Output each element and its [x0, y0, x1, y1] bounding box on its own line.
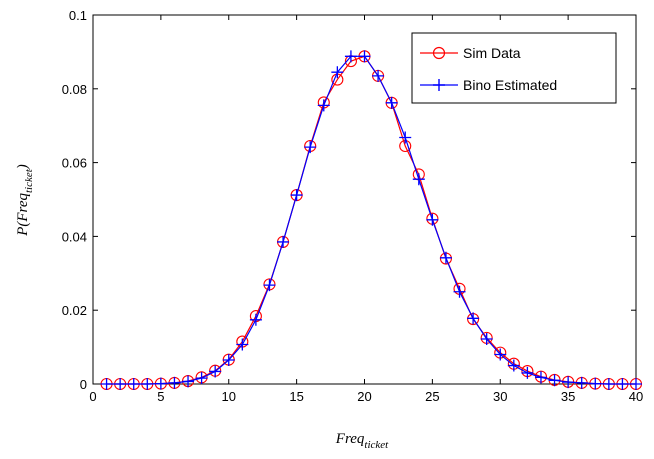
data-point-bino-estimated [534, 371, 547, 384]
data-point-bino-estimated [630, 378, 642, 390]
legend-label-sim-data: Sim Data [463, 45, 521, 61]
x-tick-label: 35 [561, 389, 575, 404]
axis-labels: Freqticket P(Freqticket) [15, 164, 389, 451]
x-tick-label: 5 [157, 389, 164, 404]
data-point-bino-estimated [494, 348, 507, 361]
data-point-bino-estimated [195, 372, 208, 385]
data-point-bino-estimated [467, 312, 480, 325]
x-axis-label-base: Freq [335, 431, 365, 447]
x-axis-label: Freqticket [335, 431, 389, 451]
axis-ticks: 0 5 10 15 20 25 30 35 40 0 0.02 0.04 0.06 0.08 0.1 [62, 8, 644, 404]
y-tick-label: 0.1 [69, 8, 87, 23]
x-tick-label: 10 [222, 389, 236, 404]
y-tick-label: 0.02 [62, 303, 87, 318]
y-tick-label: 0.08 [62, 82, 87, 97]
legend-marker-bino-estimated [433, 79, 445, 91]
data-point-bino-estimated [521, 366, 534, 379]
data-point-bino-estimated [385, 96, 398, 109]
data-point-bino-estimated [602, 378, 615, 390]
series-line-bino-estimated [106, 55, 636, 385]
data-point-bino-estimated [412, 173, 425, 186]
data-point-bino-estimated [127, 378, 140, 390]
plot-series [100, 50, 643, 391]
data-point-bino-estimated [331, 66, 344, 79]
y-axis-label-prefix: P( [15, 221, 31, 237]
data-point-bino-estimated [372, 69, 385, 82]
x-tick-label: 40 [629, 389, 643, 404]
x-tick-label: 20 [357, 389, 371, 404]
data-point-bino-estimated [507, 359, 520, 372]
data-point-bino-estimated [575, 376, 588, 389]
series-bino-estimated [100, 50, 642, 390]
x-tick-label: 30 [493, 389, 507, 404]
y-tick-label: 0 [80, 377, 87, 392]
legend: Sim Data Bino Estimated [411, 32, 617, 104]
data-point-bino-estimated [114, 378, 127, 390]
data-point-bino-estimated [290, 189, 303, 202]
y-axis-label: P(Freqticket) [15, 164, 35, 237]
data-point-bino-estimated [182, 375, 195, 388]
data-point-bino-estimated [154, 377, 167, 390]
data-point-bino-estimated [141, 378, 154, 390]
x-tick-label: 0 [89, 389, 96, 404]
y-axis-label-base: Freq [15, 193, 31, 223]
data-point-bino-estimated [277, 235, 290, 248]
x-axis-label-sub: ticket [364, 439, 389, 451]
data-point-bino-estimated [439, 251, 452, 264]
data-point-bino-estimated [589, 377, 602, 390]
data-point-bino-estimated [263, 279, 276, 292]
y-axis-label-suffix: ) [15, 164, 31, 170]
legend-box [411, 32, 617, 104]
x-tick-label: 25 [425, 389, 439, 404]
data-point-bino-estimated [562, 376, 575, 389]
data-point-bino-estimated [100, 378, 113, 390]
series-line-sim-data [106, 55, 636, 385]
data-point-bino-estimated [426, 213, 439, 226]
data-point-bino-estimated [317, 99, 330, 112]
data-point-bino-estimated [616, 378, 629, 390]
legend-marker-sim-data [432, 46, 446, 60]
data-point-bino-estimated [209, 365, 222, 378]
data-point-bino-estimated [249, 313, 262, 326]
y-tick-label: 0.06 [62, 156, 87, 171]
data-point-bino-estimated [399, 131, 412, 144]
data-point-bino-estimated [548, 374, 561, 387]
data-point-bino-estimated [344, 50, 357, 63]
y-axis-label-sub: ticket [23, 168, 35, 193]
data-point-bino-estimated [168, 376, 181, 389]
x-tick-label: 15 [289, 389, 303, 404]
data-point-bino-estimated [453, 285, 466, 298]
y-tick-label: 0.04 [62, 229, 87, 244]
data-point-bino-estimated [358, 50, 371, 63]
data-point-bino-estimated [480, 332, 493, 345]
legend-label-bino-estimated: Bino Estimated [463, 77, 557, 93]
data-point-bino-estimated [304, 141, 317, 154]
data-point-bino-estimated [236, 338, 249, 351]
data-point-bino-estimated [222, 354, 235, 367]
